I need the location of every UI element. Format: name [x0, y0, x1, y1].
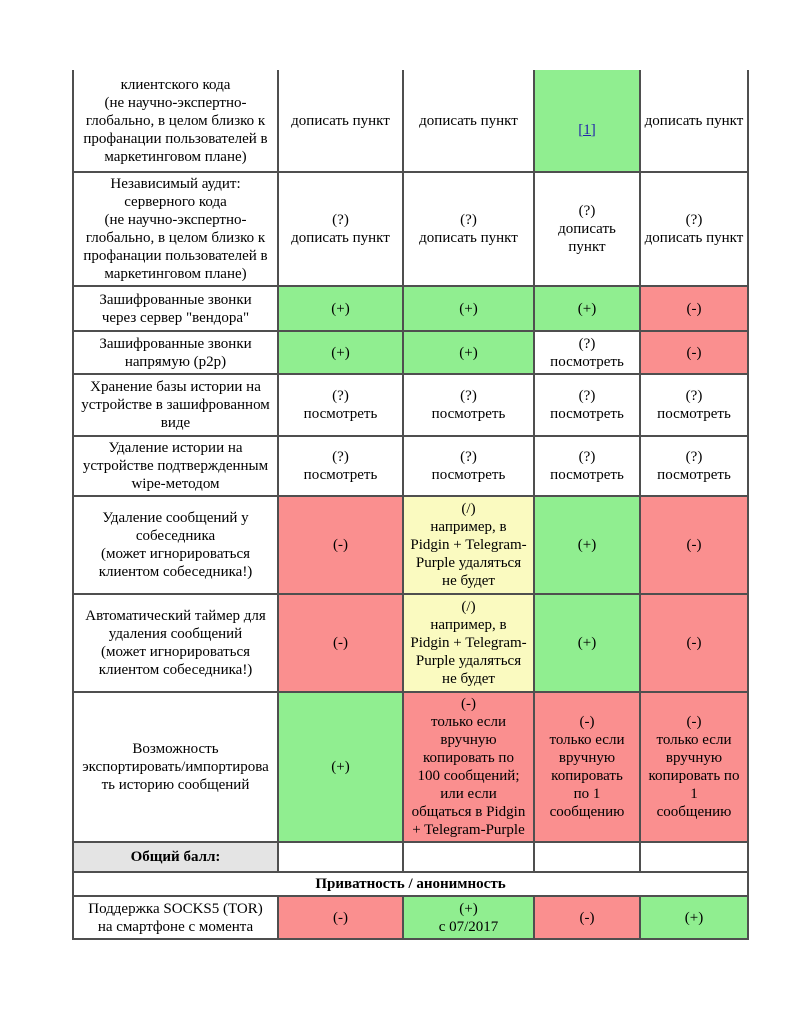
status-cell: (-) [277, 895, 404, 940]
status-cell: (+) [277, 330, 404, 375]
feature-label: Удаление истории на устройстве подтвержд… [72, 435, 279, 497]
footnote-link[interactable]: [1] [578, 121, 596, 138]
feature-label: Зашифрованные звонки напрямую (p2p) [72, 330, 279, 375]
status-cell: (-) только если вручную копировать по 1 … [533, 691, 641, 843]
table-row: Удаление истории на устройстве подтвержд… [72, 435, 749, 497]
feature-label: Поддержка SOCKS5 (TOR) на смартфоне с мо… [72, 895, 279, 940]
table-row: Удаление сообщений у собеседника (может … [72, 495, 749, 595]
table-row: Возможность экспортировать/импортирова т… [72, 691, 749, 843]
total-label: Общий балл: [72, 841, 279, 873]
status-cell: (-) только если вручную копировать по 10… [402, 691, 535, 843]
feature-label: Независимый аудит: серверного кода (не н… [72, 171, 279, 287]
status-cell: (-) [639, 495, 749, 595]
status-cell: (?) посмотреть [277, 373, 404, 437]
table-row: Независимый аудит: серверного кода (не н… [72, 171, 749, 287]
section-header: Приватность / анонимность [72, 871, 749, 897]
status-cell: (-) [639, 330, 749, 375]
status-cell: (-) [639, 285, 749, 332]
total-cell [533, 841, 641, 873]
status-cell: (?) посмотреть [402, 435, 535, 497]
total-cell [639, 841, 749, 873]
status-cell: (-) [639, 593, 749, 693]
status-cell: (+) с 07/2017 [402, 895, 535, 940]
status-cell: (?) посмотреть [533, 373, 641, 437]
status-cell: (-) [277, 593, 404, 693]
status-cell: (+) [402, 330, 535, 375]
status-cell: (?) дописать пункт [277, 171, 404, 287]
status-cell: (?) дописать пункт [639, 171, 749, 287]
status-cell: (?) посмотреть [277, 435, 404, 497]
feature-label: Автоматический таймер для удаления сообщ… [72, 593, 279, 693]
status-cell: (-) [533, 895, 641, 940]
feature-label: Удаление сообщений у собеседника (может … [72, 495, 279, 595]
total-cell [402, 841, 535, 873]
table-row: клиентского кода (не научно-экспертно- г… [72, 70, 749, 173]
status-cell: (?) посмотреть [402, 373, 535, 437]
total-row: Общий балл: [72, 841, 749, 873]
status-cell: (/) например, в Pidgin + Telegram- Purpl… [402, 495, 535, 595]
table-row: Хранение базы истории на устройстве в за… [72, 373, 749, 437]
status-cell: (+) [533, 495, 641, 595]
status-cell: (+) [402, 285, 535, 332]
comparison-table: клиентского кода (не научно-экспертно- г… [72, 70, 749, 940]
table-row: Зашифрованные звонки напрямую (p2p) (+) … [72, 330, 749, 375]
status-cell: (?) дописать пункт [402, 171, 535, 287]
table-row: Автоматический таймер для удаления сообщ… [72, 593, 749, 693]
status-cell: (?) посмотреть [639, 373, 749, 437]
status-cell: [1] [533, 70, 641, 173]
status-cell: (?) посмотреть [533, 435, 641, 497]
status-cell: (?) дописать пункт [533, 171, 641, 287]
status-cell: (?) посмотреть [639, 435, 749, 497]
total-cell [277, 841, 404, 873]
status-cell: дописать пункт [402, 70, 535, 173]
table-row: Зашифрованные звонки через сервер "вендо… [72, 285, 749, 332]
feature-label: Возможность экспортировать/импортирова т… [72, 691, 279, 843]
feature-label: клиентского кода (не научно-экспертно- г… [72, 70, 279, 173]
feature-label: Зашифрованные звонки через сервер "вендо… [72, 285, 279, 332]
status-cell: (-) только если вручную копировать по 1 … [639, 691, 749, 843]
status-cell: дописать пункт [639, 70, 749, 173]
status-cell: дописать пункт [277, 70, 404, 173]
status-cell: (-) [277, 495, 404, 595]
status-cell: (+) [533, 285, 641, 332]
status-cell: (/) например, в Pidgin + Telegram- Purpl… [402, 593, 535, 693]
status-cell: (+) [277, 691, 404, 843]
section-header-row: Приватность / анонимность [72, 871, 749, 897]
status-cell: (+) [639, 895, 749, 940]
feature-label: Хранение базы истории на устройстве в за… [72, 373, 279, 437]
comparison-table-wrapper: клиентского кода (не научно-экспертно- г… [72, 70, 749, 940]
table-row: Поддержка SOCKS5 (TOR) на смартфоне с мо… [72, 895, 749, 940]
status-cell: (+) [533, 593, 641, 693]
status-cell: (+) [277, 285, 404, 332]
status-cell: (?) посмотреть [533, 330, 641, 375]
